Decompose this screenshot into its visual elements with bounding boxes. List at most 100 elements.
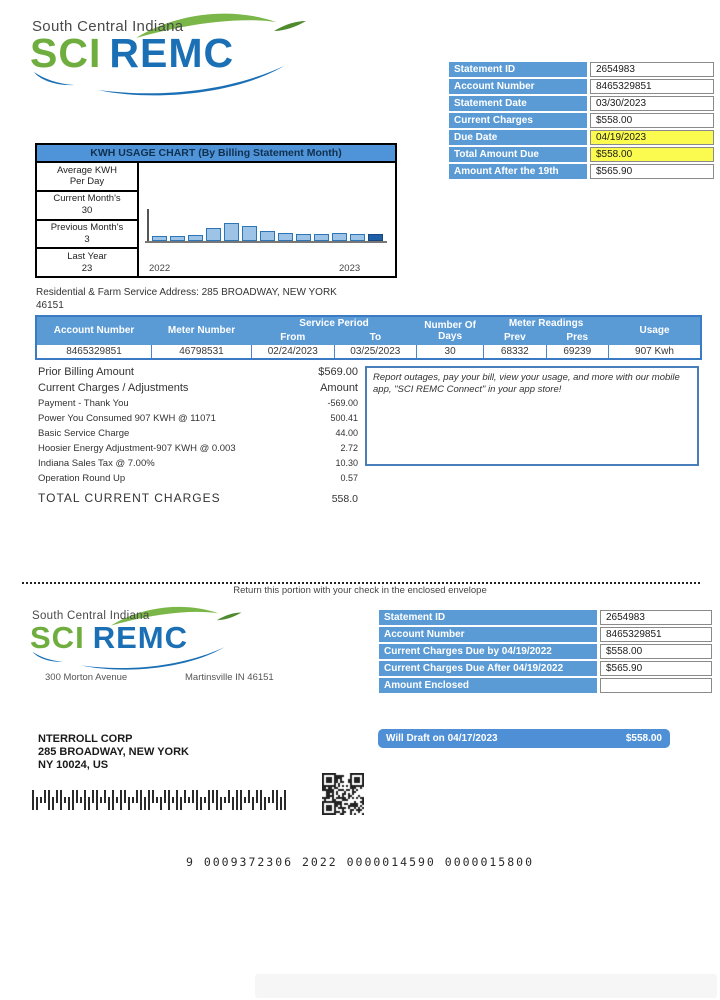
col-to: To	[333, 330, 418, 345]
chart-stat-average: Average KWH Per Day	[37, 163, 137, 192]
summary-label: Total Amount Due	[449, 147, 587, 162]
logo-remc: REMC	[92, 620, 188, 655]
statement-summary-table: Statement ID 2654983 Account Number 846532…	[446, 60, 717, 181]
table-row: Statement ID 2654983	[449, 62, 714, 77]
chart-plot-area: 2022 2023	[139, 163, 395, 276]
account-meter-table: Account Number Meter Number Service Peri…	[35, 315, 702, 360]
logo-swoosh-icon	[32, 606, 242, 670]
table-row: Amount After the 19th $565.90	[449, 164, 714, 179]
table-row: Current Charges Due by 04/19/2022 $558.00	[379, 644, 712, 659]
remit-summary-table: Statement ID 2654983 Account Number 846532…	[376, 608, 715, 695]
table-row: Amount Enclosed	[379, 678, 712, 693]
remit-label: Amount Enclosed	[379, 678, 597, 693]
faint-watermark-strip	[255, 974, 717, 998]
table-row: 8465329851 46798531 02/24/2023 03/25/202…	[35, 344, 702, 360]
will-draft-banner: Will Draft on 04/17/2023 $558.00	[378, 729, 670, 748]
table-header-row: Account Number Meter Number Service Peri…	[35, 315, 702, 345]
perforation-line	[22, 582, 700, 584]
pres-reading-cell: 69239	[545, 344, 610, 360]
summary-label: Account Number	[449, 79, 587, 94]
table-row: Due Date 04/19/2023	[449, 130, 714, 145]
charge-row: Hoosier Energy Adjustment-907 KWH @ 0.00…	[38, 443, 358, 454]
logo-tagline: South Central Indiana	[32, 18, 184, 35]
summary-label: Current Charges	[449, 113, 587, 128]
charges-section: Prior Billing Amount $569.00 Current Char…	[38, 366, 358, 505]
usage-cell: 907 Kwh	[608, 344, 702, 360]
remit-label: Account Number	[379, 627, 597, 642]
remit-value: 8465329851	[600, 627, 712, 642]
return-portion-note: Return this portion with your check in t…	[233, 585, 487, 596]
charge-row: Prior Billing Amount $569.00	[38, 366, 358, 378]
charge-row: Payment - Thank You -569.00	[38, 398, 358, 409]
col-service-period: Service Period	[250, 315, 418, 331]
col-pres: Pres	[545, 330, 610, 345]
kwh-usage-chart: KWH USAGE CHART (By Billing Statement Mo…	[35, 143, 397, 278]
will-draft-amount: $558.00	[625, 733, 662, 744]
charge-row: Basic Service Charge 44.00	[38, 428, 358, 439]
postal-barcode-icon	[32, 790, 288, 812]
days-cell: 30	[416, 344, 485, 360]
customer-name: NTERROLL CORP	[38, 733, 133, 745]
remit-label: Current Charges Due by 04/19/2022	[379, 644, 597, 659]
col-usage: Usage	[608, 315, 702, 345]
coop-city-address: Martinsville IN 46151	[185, 672, 274, 683]
table-subheader-row: From To Prev Pres	[36, 330, 701, 345]
col-prev: Prev	[483, 330, 547, 345]
col-account-number: Account Number	[35, 315, 152, 345]
summary-label: Amount After the 19th	[449, 164, 587, 179]
logo-wordmark: SCI REMC	[30, 622, 188, 653]
table-row: Current Charges $558.00	[449, 113, 714, 128]
customer-address-block: NTERROLL CORP 285 BROADWAY, NEW YORK NY …	[38, 733, 189, 772]
logo-tagline: South Central Indiana	[32, 610, 150, 622]
summary-label: Statement ID	[449, 62, 587, 77]
prev-reading-cell: 68332	[483, 344, 547, 360]
sci-remc-logo: South Central Indiana SCI REMC	[28, 6, 308, 101]
service-address-line1: Residential & Farm Service Address: 285 …	[36, 287, 337, 298]
x-axis-label-2023: 2023	[339, 263, 361, 274]
chart-side-panel: Average KWH Per Day Current Month's 30 Pre…	[37, 163, 139, 276]
summary-value: 2654983	[590, 62, 714, 77]
remit-value: $558.00	[600, 644, 712, 659]
period-from-cell: 02/24/2023	[251, 344, 335, 360]
summary-label: Due Date	[449, 130, 587, 145]
logo-wordmark: SCI REMC	[30, 33, 234, 74]
chart-stat-lastyear: Last Year 23	[67, 250, 107, 274]
logo-sci: SCI	[30, 620, 85, 655]
summary-value: $565.90	[590, 164, 714, 179]
table-row: Total Amount Due $558.00	[449, 147, 714, 162]
col-meter-readings: Meter Readings	[483, 315, 609, 331]
charge-row: Indiana Sales Tax @ 7.00% 10.30	[38, 458, 358, 469]
table-row: Statement Date 03/30/2023	[449, 96, 714, 111]
chart-title: KWH USAGE CHART (By Billing Statement Mo…	[37, 145, 395, 163]
summary-value: 03/30/2023	[590, 96, 714, 111]
customer-city: NY 10024, US	[38, 759, 109, 771]
usage-bars	[152, 163, 383, 241]
total-charges-row: TOTAL CURRENT CHARGES 558.0	[38, 491, 358, 505]
sci-remc-logo-remit: South Central Indiana SCI REMC	[28, 600, 243, 675]
summary-label: Statement Date	[449, 96, 587, 111]
remit-value: 2654983	[600, 610, 712, 625]
charge-row: Power You Consumed 907 KWH @ 11071 500.41	[38, 413, 358, 424]
chart-x-axis	[145, 241, 387, 243]
chart-y-axis	[147, 209, 149, 241]
remit-value: $565.90	[600, 661, 712, 676]
chart-stat-previous: Previous Month's 3	[37, 221, 137, 250]
x-axis-label-2022: 2022	[149, 263, 171, 274]
logo-swoosh-icon	[34, 13, 306, 96]
qr-code-icon	[322, 773, 364, 815]
col-number-of-days: Number Of Days	[416, 315, 485, 345]
table-row: Current Charges Due After 04/19/2022 $565…	[379, 661, 712, 676]
col-meter-number: Meter Number	[151, 315, 252, 345]
remit-label: Statement ID	[379, 610, 597, 625]
charge-row: Operation Round Up 0.57	[38, 473, 358, 484]
charge-row: Current Charges / Adjustments Amount	[38, 382, 358, 394]
logo-remc: REMC	[109, 30, 235, 76]
summary-value: 8465329851	[590, 79, 714, 94]
period-to-cell: 03/25/2023	[333, 344, 418, 360]
will-draft-label: Will Draft on 04/17/2023	[386, 733, 498, 744]
meter-number-cell: 46798531	[151, 344, 252, 360]
amount-enclosed-field	[600, 678, 712, 693]
account-number-cell: 8465329851	[35, 344, 152, 360]
logo-sci: SCI	[30, 30, 102, 76]
coop-street-address: 300 Morton Avenue	[45, 672, 128, 683]
